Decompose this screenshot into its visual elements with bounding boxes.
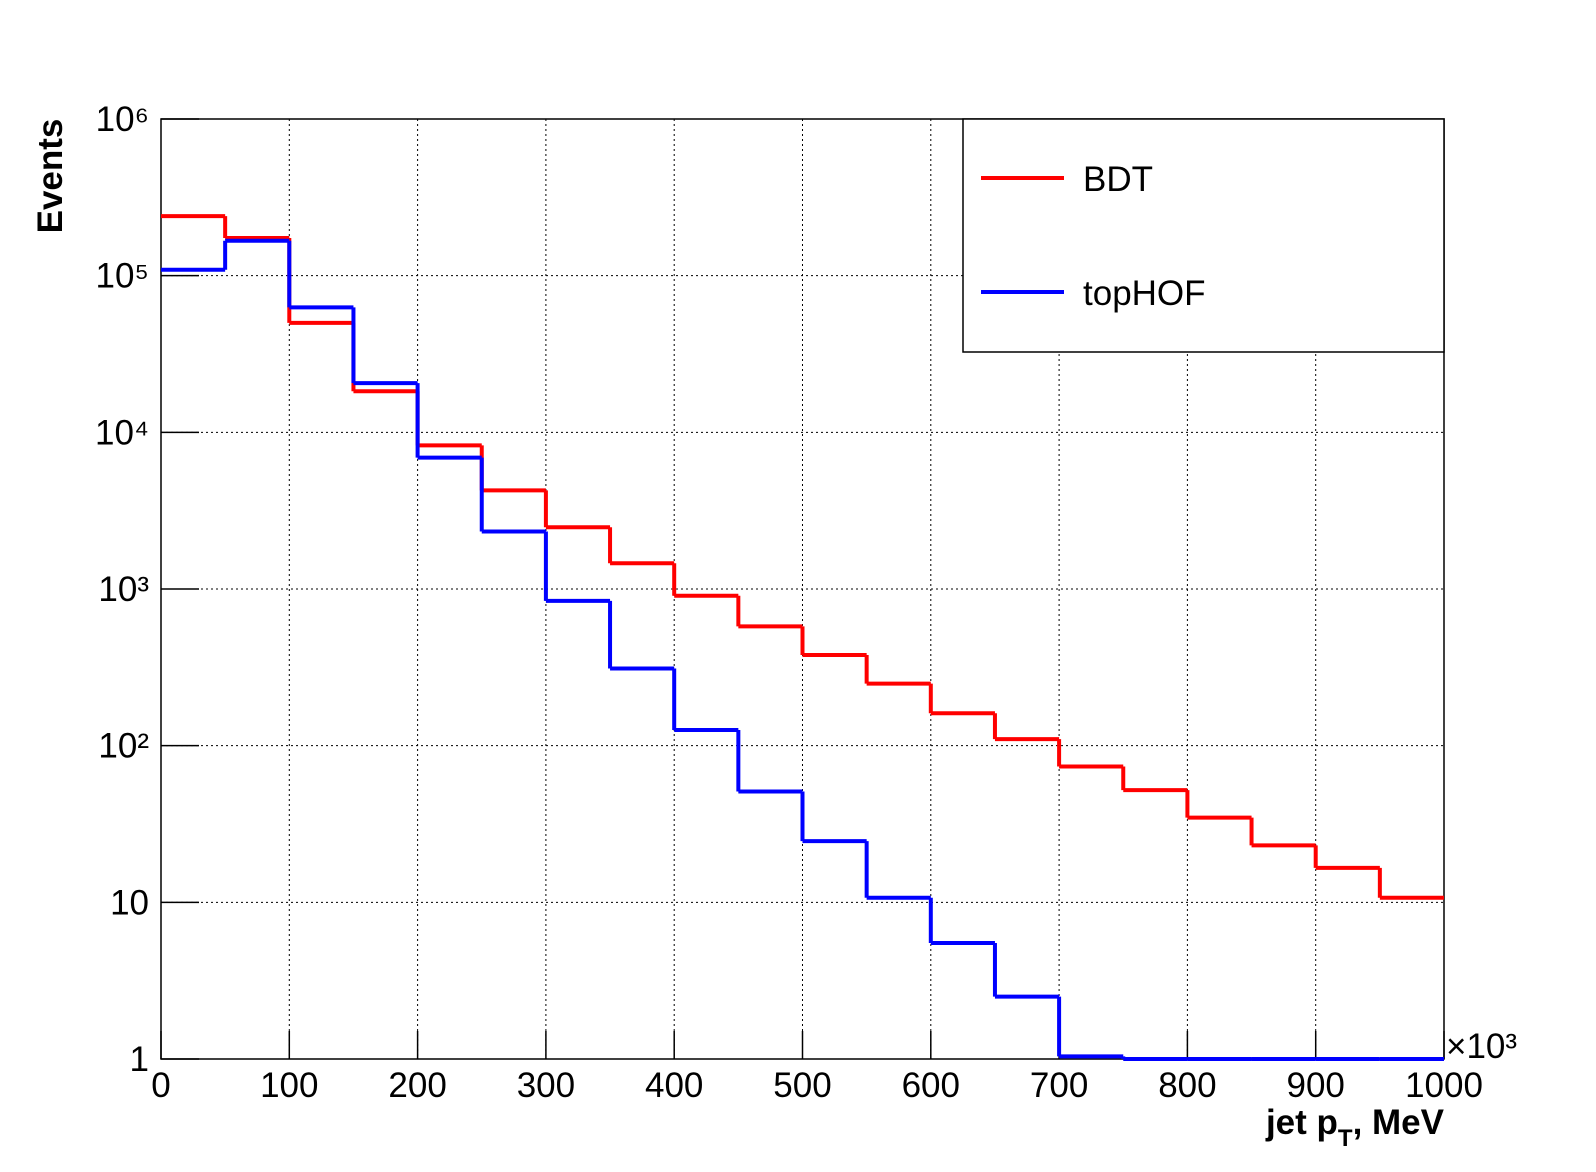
legend-label: topHOF [1083, 274, 1206, 313]
y-tick-label: 1 [130, 1040, 149, 1079]
x-axis-label-part: , MeV [1353, 1103, 1445, 1142]
y-tick-label: 10² [98, 727, 149, 766]
step-riser [223, 240, 1126, 1059]
plot-frame [160, 118, 1445, 1060]
legend-label: BDT [1083, 160, 1153, 199]
y-tick-label: 10⁴ [95, 413, 149, 452]
x-tick-label: 100 [260, 1066, 318, 1105]
y-tick-label: 10⁵ [96, 257, 149, 296]
x-tick-label: 800 [1158, 1066, 1216, 1105]
y-tick-label: 10³ [98, 570, 149, 609]
x-tick-label: 400 [645, 1066, 703, 1105]
x-axis-label: jet pT, MeV [1265, 1103, 1445, 1152]
x-axis-label-part: jet p [1265, 1103, 1338, 1142]
x-tick-label: 1000 [1405, 1066, 1483, 1105]
x-tick-label: 900 [1286, 1066, 1344, 1105]
legend-box [962, 118, 1445, 353]
y-tick-label: 10 [110, 883, 149, 922]
x-multiplier: ×10³ [1446, 1027, 1517, 1066]
x-tick-label: 700 [1030, 1066, 1088, 1105]
y-tick-label: 10⁶ [96, 100, 149, 139]
x-tick-label: 500 [773, 1066, 831, 1105]
x-tick-label: 300 [517, 1066, 575, 1105]
x-tick-label: 0 [151, 1066, 170, 1105]
x-axis-label-sub: T [1338, 1125, 1353, 1152]
x-tick-label: 600 [902, 1066, 960, 1105]
y-axis-label: Events [31, 119, 70, 234]
x-tick-label: 200 [388, 1066, 446, 1105]
